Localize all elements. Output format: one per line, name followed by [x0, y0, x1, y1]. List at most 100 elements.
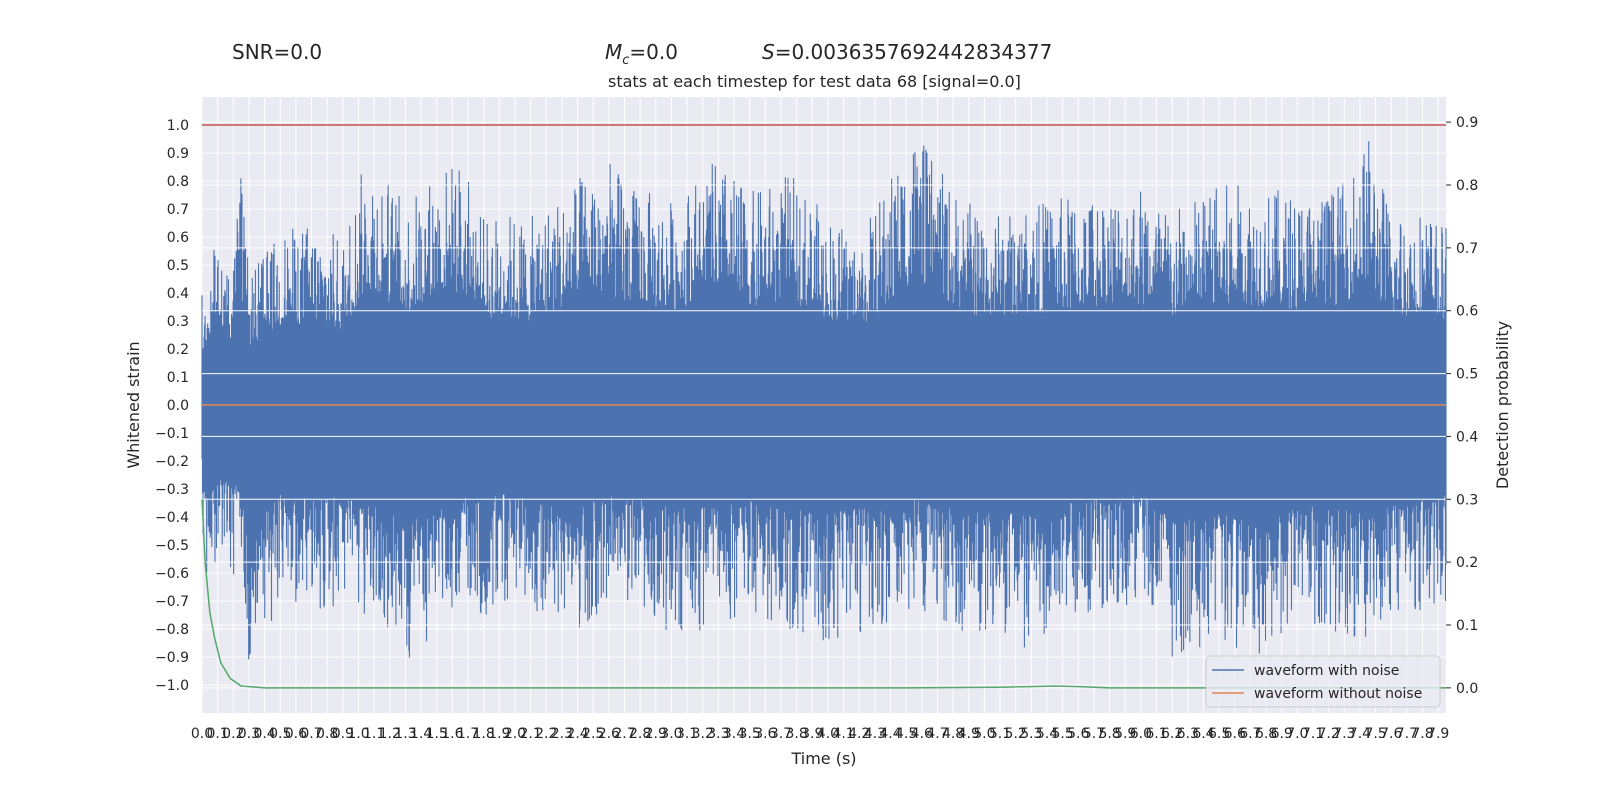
x-tick-label: 6.6: [1224, 726, 1246, 742]
x-tick-label: 6.8: [1255, 726, 1277, 742]
y-tick-label: 0.1: [167, 370, 189, 386]
y2-tick-label: 0.0: [1456, 681, 1478, 697]
y-tick-label: 0.4: [167, 286, 189, 302]
y-tick-label: −0.6: [155, 566, 189, 582]
x-tick-label: 4.7: [926, 726, 948, 742]
y-tick-label: −0.4: [155, 510, 189, 526]
x-tick-label: 1.2: [379, 726, 401, 742]
x-tick-label: 7.8: [1411, 726, 1433, 742]
y-tick-label: −0.5: [155, 538, 189, 554]
x-tick-label: 6.7: [1239, 726, 1261, 742]
x-tick-label: 6.1: [1145, 726, 1167, 742]
x-tick-label: 6.3: [1177, 726, 1199, 742]
x-axis-label: Time (s): [790, 749, 856, 768]
x-tick-label: 7.1: [1302, 726, 1324, 742]
y2-tick-label: 0.3: [1456, 492, 1478, 508]
y-tick-label: −0.9: [155, 650, 189, 666]
legend: waveform with noise waveform without nois…: [1205, 655, 1441, 708]
y-tick-label: 0.2: [167, 342, 189, 358]
statistic-value: =0.0036357692442834377: [774, 40, 1053, 64]
x-tick-label: 7.6: [1380, 726, 1402, 742]
x-tick-label: 2.6: [598, 726, 620, 742]
x-tick-label: 0.5: [269, 726, 291, 742]
x-tick-label: 3.7: [770, 726, 792, 742]
y2-tick-label: 0.6: [1456, 304, 1478, 320]
x-tick-label: 4.9: [958, 726, 980, 742]
x-tick-label: 1.4: [410, 726, 432, 742]
x-tick-label: 2.2: [535, 726, 557, 742]
x-tick-label: 5.5: [1051, 726, 1073, 742]
x-tick-label: 5.1: [989, 726, 1011, 742]
x-tick-label: 1.7: [457, 726, 479, 742]
y-tick-label: 0.6: [167, 230, 189, 246]
y-tick-label: −0.3: [155, 482, 189, 498]
x-tick-label: 5.6: [1067, 726, 1089, 742]
x-tick-label: 5.4: [1036, 726, 1058, 742]
x-tick-label: 3.0: [660, 726, 682, 742]
y-tick-label: 0.5: [167, 258, 189, 274]
x-tick-label: 2.5: [582, 726, 604, 742]
x-tick-label: 0.3: [238, 726, 260, 742]
x-tick-label: 7.5: [1364, 726, 1386, 742]
x-tick-label: 3.1: [676, 726, 698, 742]
grid-lines-secondary: [202, 121, 1446, 689]
x-tick-label: 3.8: [785, 726, 807, 742]
x-tick-label: 1.6: [441, 726, 463, 742]
x-tick-label: 5.0: [973, 726, 995, 742]
snr-label: SNR=0.0: [232, 40, 323, 64]
x-tick-label: 3.6: [754, 726, 776, 742]
x-tick-label: 4.3: [864, 726, 886, 742]
x-tick-label: 4.5: [895, 726, 917, 742]
x-tick-label: 0.8: [316, 726, 338, 742]
y2-tick-label: 0.8: [1456, 178, 1478, 194]
legend-box: [1205, 655, 1441, 708]
chirp-mass-subscript: c: [622, 53, 630, 68]
x-tick-label: 4.4: [879, 726, 901, 742]
x-tick-label: 2.1: [519, 726, 541, 742]
x-tick-label: 1.3: [394, 726, 416, 742]
x-tick-label: 2.0: [504, 726, 526, 742]
x-tick-label: 2.4: [566, 726, 588, 742]
x-tick-label: 7.7: [1396, 726, 1418, 742]
x-tick-label: 5.2: [1005, 726, 1027, 742]
x-tick-label: 3.9: [801, 726, 823, 742]
y-tick-label: 0.9: [167, 146, 189, 162]
y-tick-label: −0.2: [155, 454, 189, 470]
x-tick-label: 6.2: [1161, 726, 1183, 742]
y-tick-label: −1.0: [155, 678, 189, 694]
series-detection-probability: [201, 499, 1446, 689]
x-tick-label: 5.9: [1114, 726, 1136, 742]
x-tick-label: 4.0: [817, 726, 839, 742]
statistic-label: S=0.0036357692442834377: [762, 40, 1052, 64]
x-tick-label: 7.3: [1333, 726, 1355, 742]
x-tick-label: 0.6: [285, 726, 307, 742]
x-tick-label: 3.5: [739, 726, 761, 742]
y-axis-label: Whitened strain: [124, 341, 143, 468]
x-tick-label: 1.9: [488, 726, 510, 742]
chart-title: stats at each timestep for test data 68 …: [608, 72, 1021, 91]
x-tick-label: 7.4: [1349, 726, 1371, 742]
x-axis-ticks: 0.00.10.20.30.40.50.60.70.80.91.01.11.21…: [191, 726, 1449, 742]
x-tick-label: 1.1: [363, 726, 385, 742]
x-tick-label: 0.9: [332, 726, 354, 742]
y-tick-label: 0.7: [167, 202, 189, 218]
chirp-mass-symbol: M: [605, 40, 623, 64]
y-tick-label: −0.8: [155, 622, 189, 638]
legend-label: waveform without noise: [1254, 686, 1422, 702]
y2-tick-label: 0.1: [1456, 618, 1478, 634]
x-tick-label: 7.9: [1427, 726, 1449, 742]
x-tick-label: 0.2: [222, 726, 244, 742]
x-tick-label: 2.7: [613, 726, 635, 742]
x-tick-label: 1.5: [426, 726, 448, 742]
x-tick-label: 0.7: [300, 726, 322, 742]
x-tick-label: 3.3: [707, 726, 729, 742]
x-tick-label: 5.7: [1083, 726, 1105, 742]
y2-tick-label: 0.4: [1456, 429, 1478, 445]
y-tick-label: −0.1: [155, 426, 189, 442]
x-tick-label: 6.5: [1208, 726, 1230, 742]
x-tick-label: 2.9: [645, 726, 667, 742]
x-tick-label: 2.8: [629, 726, 651, 742]
x-tick-label: 4.8: [942, 726, 964, 742]
x-tick-label: 6.4: [1192, 726, 1214, 742]
